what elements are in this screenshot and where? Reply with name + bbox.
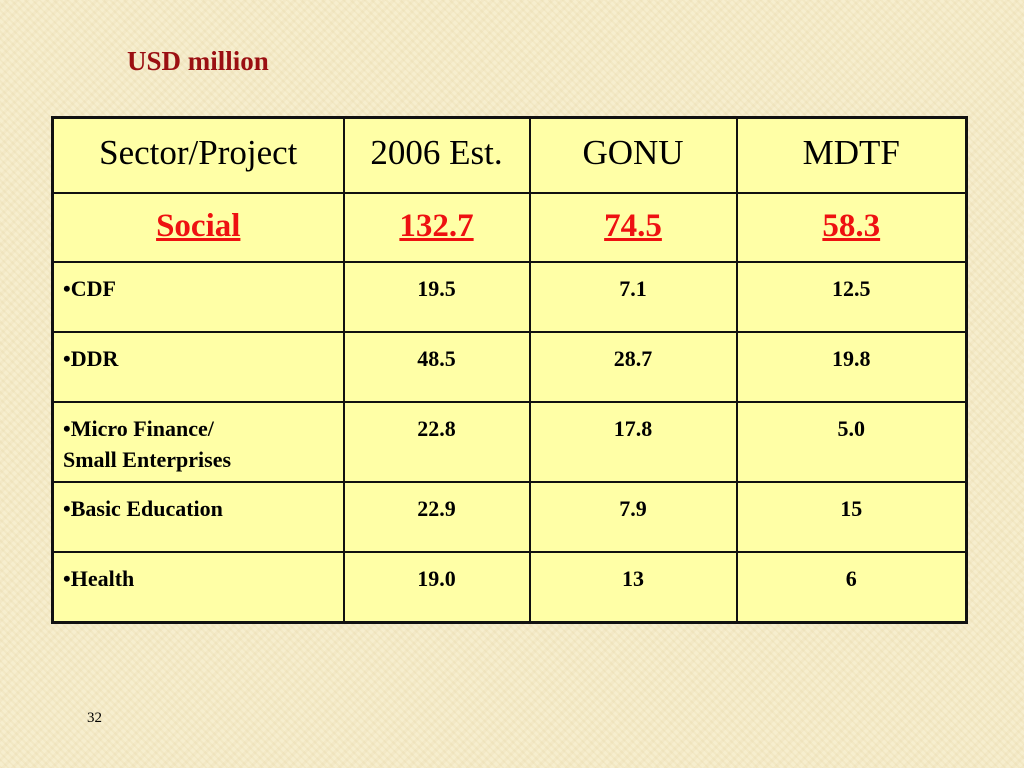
row-label: •Health — [51, 551, 345, 624]
table-header-row: Sector/Project 2006 Est. GONU MDTF — [51, 116, 968, 194]
cell-mdtf: 12.5 — [735, 261, 968, 333]
cell-mdtf: 5.0 — [735, 401, 968, 483]
table-row: •Basic Education 22.9 7.9 15 — [51, 481, 968, 553]
page-number: 32 — [87, 710, 102, 726]
cell-gonu: 7.1 — [528, 261, 738, 333]
cell-mdtf: 6 — [735, 551, 968, 624]
total-row-social: Social 132.7 74.5 58.3 — [51, 192, 968, 263]
slide-title: USD million — [127, 46, 269, 76]
row-label-line-2: Small Enterprises — [63, 446, 232, 472]
cell-gonu: 28.7 — [528, 331, 738, 403]
row-label: •Basic Education — [51, 481, 345, 553]
total-mdtf: 58.3 — [735, 192, 968, 263]
table-row: •Health 19.0 13 6 — [51, 551, 968, 624]
cell-2006-est: 22.9 — [342, 481, 531, 553]
cell-2006-est: 22.8 — [342, 401, 531, 483]
total-gonu: 74.5 — [528, 192, 738, 263]
cell-mdtf: 15 — [735, 481, 968, 553]
header-gonu: GONU — [528, 116, 738, 194]
cell-2006-est: 19.5 — [342, 261, 531, 333]
cell-mdtf: 19.8 — [735, 331, 968, 403]
data-table: Sector/Project 2006 Est. GONU MDTF Socia… — [51, 116, 968, 624]
row-label-line-1: •Micro Finance/ — [63, 416, 214, 441]
table-row: •DDR 48.5 28.7 19.8 — [51, 331, 968, 403]
row-label: •DDR — [51, 331, 345, 403]
header-2006-est: 2006 Est. — [342, 116, 531, 194]
table-row: •Micro Finance/ Small Enterprises 22.8 1… — [51, 401, 968, 483]
header-sector-project: Sector/Project — [51, 116, 345, 194]
header-mdtf: MDTF — [735, 116, 968, 194]
cell-gonu: 13 — [528, 551, 738, 624]
cell-gonu: 7.9 — [528, 481, 738, 553]
cell-gonu: 17.8 — [528, 401, 738, 483]
cell-2006-est: 48.5 — [342, 331, 531, 403]
table-row: •CDF 19.5 7.1 12.5 — [51, 261, 968, 333]
cell-2006-est: 19.0 — [342, 551, 531, 624]
total-label: Social — [51, 192, 345, 263]
total-2006-est: 132.7 — [342, 192, 531, 263]
row-label: •Micro Finance/ Small Enterprises — [51, 401, 345, 483]
row-label: •CDF — [51, 261, 345, 333]
